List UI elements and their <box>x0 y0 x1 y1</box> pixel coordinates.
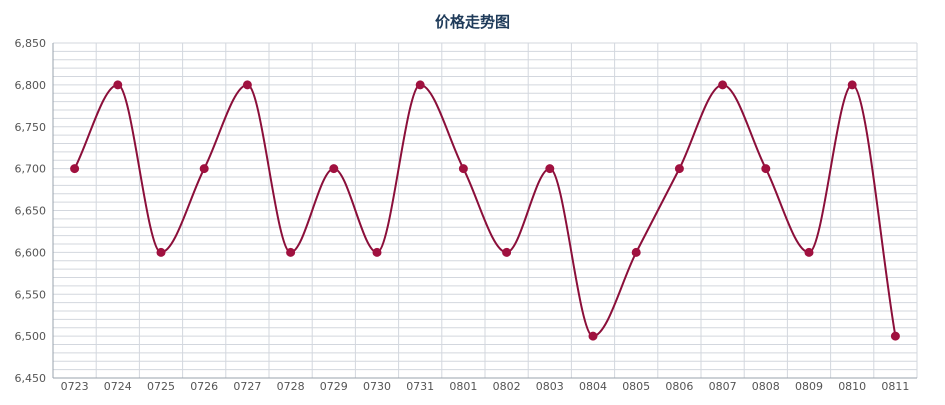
y-tick-label: 6,550 <box>15 288 47 301</box>
x-tick-label: 0725 <box>147 380 175 393</box>
data-point <box>674 164 684 174</box>
y-tick-label: 6,700 <box>15 163 47 176</box>
data-point <box>156 247 166 257</box>
data-point <box>545 164 555 174</box>
tick-labels: 6,450 6,500 6,550 6,600 6,650 6,700 6,750 6,800… <box>15 37 910 393</box>
series-line <box>73 83 897 338</box>
data-point <box>588 331 598 341</box>
x-tick-label: 0809 <box>795 380 823 393</box>
data-point <box>804 247 814 257</box>
data-point <box>70 164 80 174</box>
x-tick-label: 0803 <box>536 380 564 393</box>
data-point <box>718 80 728 90</box>
y-tick-label: 6,450 <box>15 372 47 385</box>
data-point <box>199 164 209 174</box>
x-tick-label: 0729 <box>320 380 348 393</box>
x-tick-label: 0802 <box>493 380 521 393</box>
y-tick-label: 6,600 <box>15 246 47 259</box>
data-point <box>372 247 382 257</box>
x-tick-label: 0728 <box>277 380 305 393</box>
x-tick-label: 0724 <box>104 380 132 393</box>
x-tick-label: 0808 <box>752 380 780 393</box>
data-point <box>761 164 771 174</box>
data-point <box>502 247 512 257</box>
x-tick-label: 0801 <box>449 380 477 393</box>
y-tick-label: 6,500 <box>15 330 47 343</box>
x-tick-label: 0811 <box>881 380 909 393</box>
data-point <box>113 80 123 90</box>
data-point <box>631 247 641 257</box>
x-tick-label: 0805 <box>622 380 650 393</box>
axes <box>52 43 917 379</box>
data-point <box>458 164 468 174</box>
x-tick-label: 0807 <box>709 380 737 393</box>
x-tick-label: 0726 <box>190 380 218 393</box>
x-tick-label: 0804 <box>579 380 607 393</box>
y-tick-label: 6,850 <box>15 37 47 50</box>
y-tick-label: 6,800 <box>15 79 47 92</box>
data-point <box>242 80 252 90</box>
x-tick-label: 0806 <box>665 380 693 393</box>
data-point <box>329 164 339 174</box>
x-tick-label: 0730 <box>363 380 391 393</box>
data-point <box>890 331 900 341</box>
x-tick-label: 0731 <box>406 380 434 393</box>
x-tick-label: 0727 <box>233 380 261 393</box>
data-point <box>847 80 857 90</box>
chart-title: 价格走势图 <box>434 13 510 31</box>
series <box>70 80 900 341</box>
x-tick-label: 0723 <box>61 380 89 393</box>
data-point <box>286 247 296 257</box>
data-point <box>415 80 425 90</box>
y-tick-label: 6,750 <box>15 121 47 134</box>
x-tick-label: 0810 <box>838 380 866 393</box>
grid <box>52 42 918 379</box>
y-tick-label: 6,650 <box>15 205 47 218</box>
